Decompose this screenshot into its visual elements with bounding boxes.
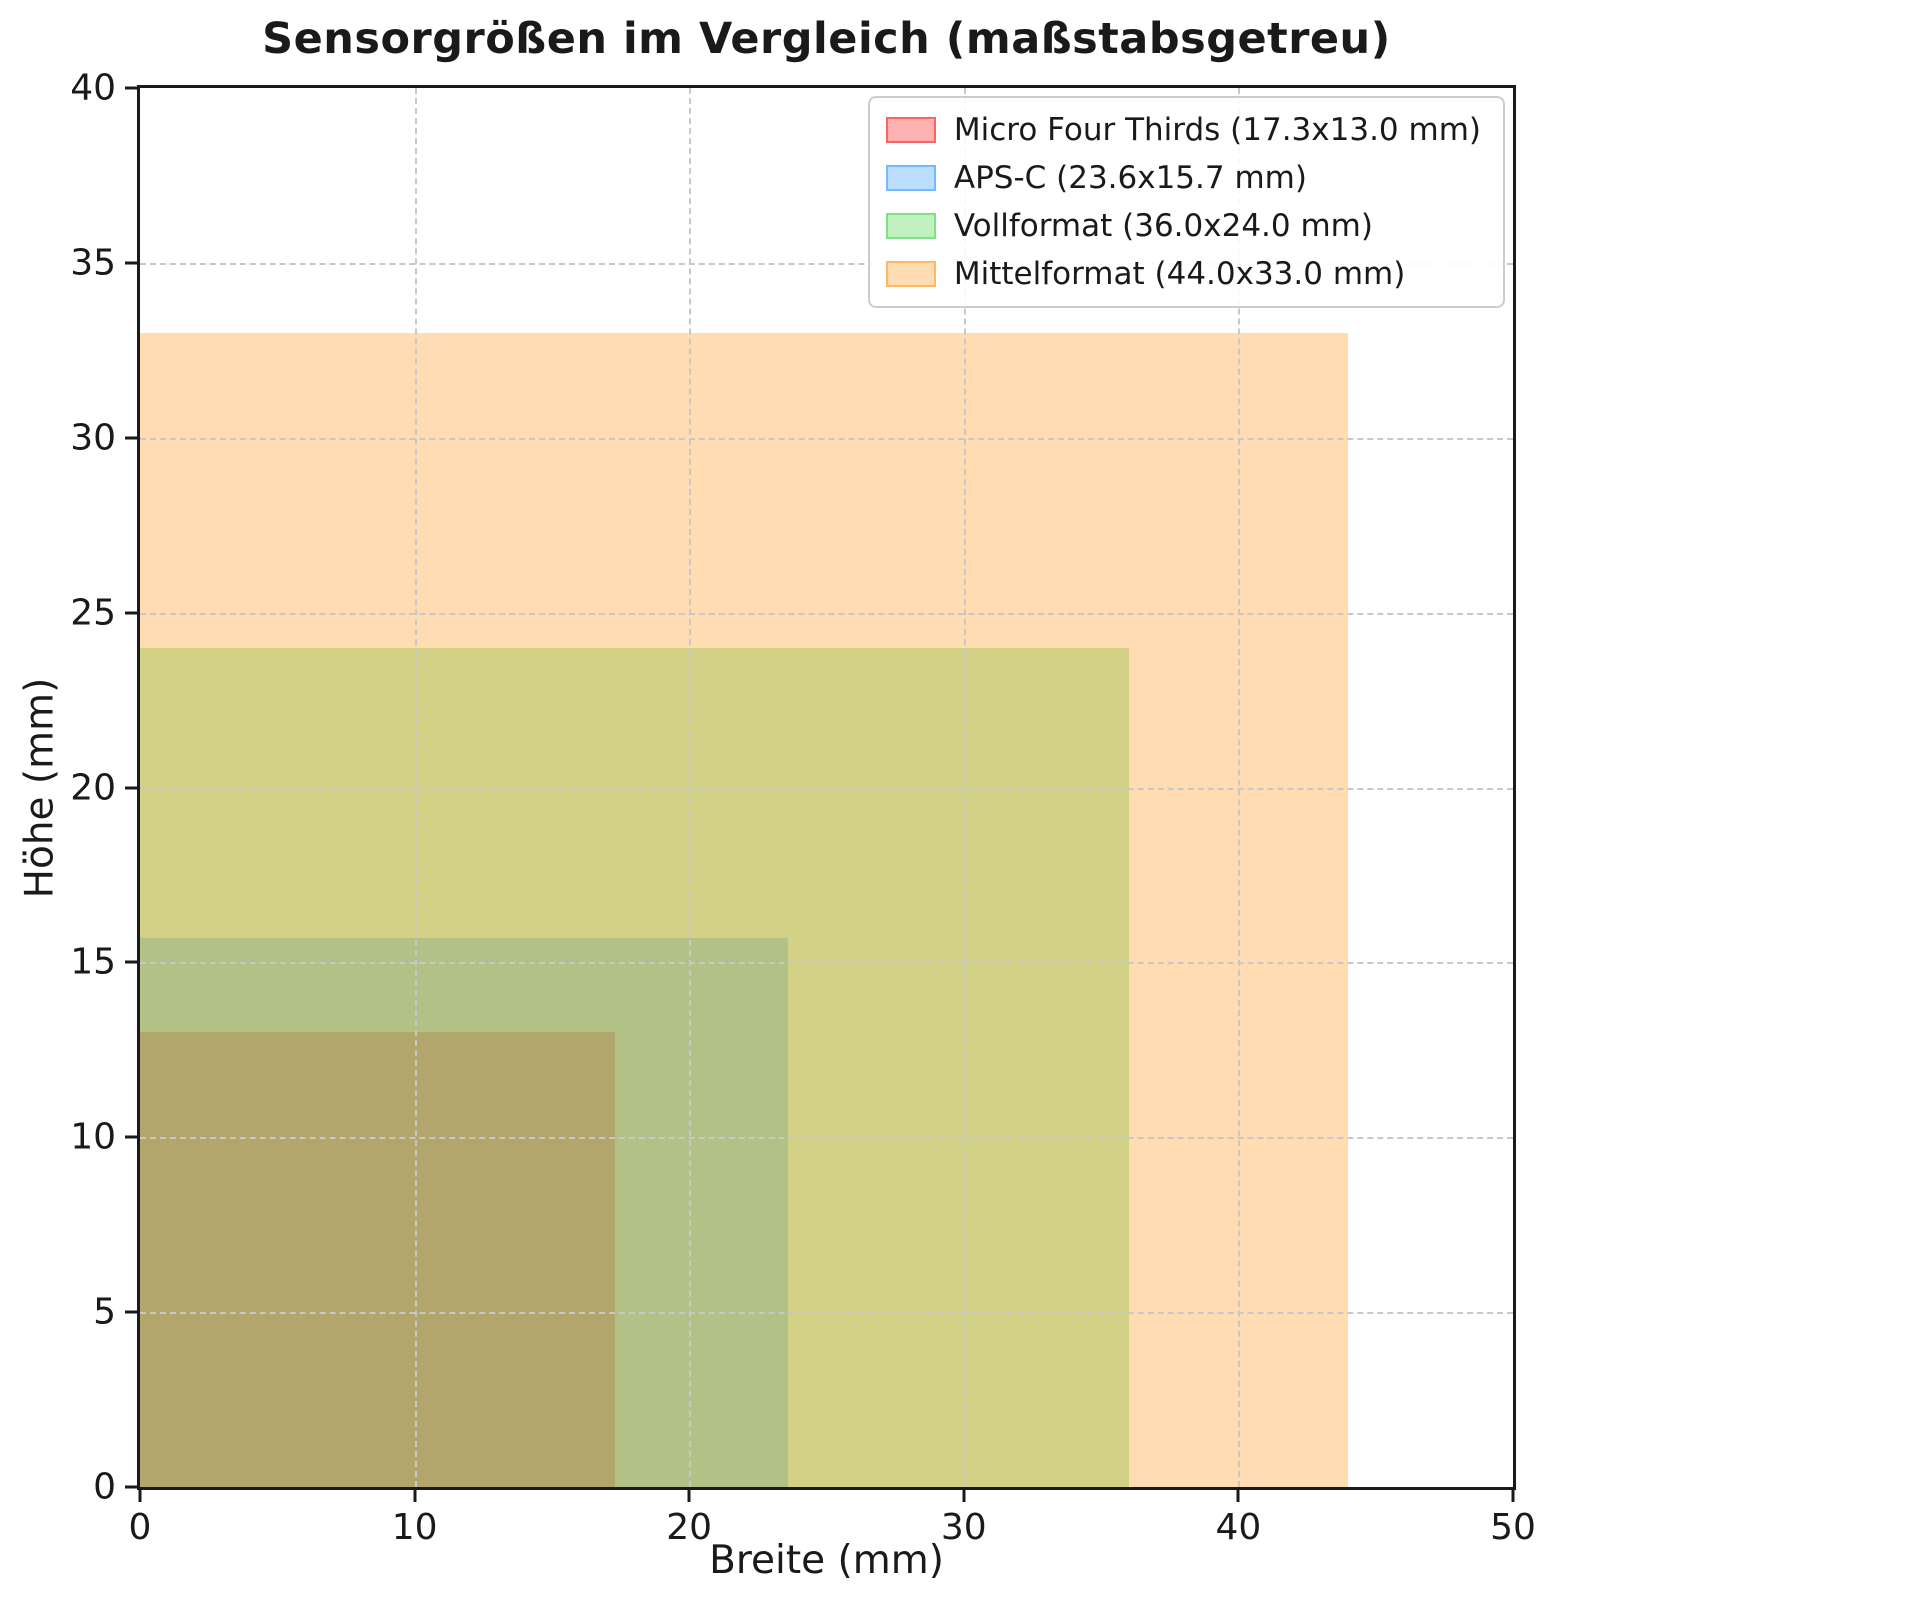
x-tick-mark [138, 1490, 142, 1502]
y-tick-mark [125, 261, 137, 265]
legend-item-aps-c: APS-C (23.6x15.7 mm) [885, 160, 1481, 196]
y-tick-label: 15 [70, 941, 116, 983]
x-tick-mark [687, 1490, 691, 1502]
y-tick-label: 35 [70, 242, 116, 284]
sensor-rect-micro-four-thirds [140, 1032, 616, 1487]
x-tick-mark [1236, 1490, 1240, 1502]
legend-swatch-mittelformat [885, 261, 936, 287]
y-tick-mark [125, 1310, 137, 1314]
x-tick-mark [962, 1490, 966, 1502]
sensor-rect-aps-c [140, 937, 789, 1487]
y-tick-mark [125, 611, 137, 615]
y-tick-label: 25 [70, 592, 116, 634]
gridline-horizontal [140, 1137, 1513, 1140]
legend-item-vollformat: Vollformat (36.0x24.0 mm) [885, 208, 1481, 244]
y-tick-mark [125, 1485, 137, 1489]
plot-area: Micro Four Thirds (17.3x13.0 mm) APS-C (2… [70, 68, 1536, 1549]
gridline-horizontal [140, 262, 1513, 265]
gridline-horizontal [140, 612, 1513, 615]
y-tick-label: 40 [70, 67, 116, 109]
legend: Micro Four Thirds (17.3x13.0 mm) APS-C (2… [867, 96, 1505, 308]
gridline-horizontal [140, 1312, 1513, 1315]
y-tick-mark [125, 436, 137, 440]
x-tick-label: 50 [1490, 1507, 1536, 1548]
y-tick-mark [125, 786, 137, 789]
gridline-horizontal [140, 787, 1513, 790]
sensor-rect-vollformat [140, 647, 1129, 1487]
x-tick-label: 20 [666, 1507, 713, 1548]
y-tick-mark [125, 960, 137, 964]
x-tick-mark [413, 1490, 417, 1502]
x-tick-mark [1511, 1490, 1515, 1502]
gridline-horizontal [140, 962, 1513, 965]
legend-swatch-aps-c [885, 165, 936, 191]
x-tick-label: 30 [940, 1507, 987, 1548]
x-tick-label: 0 [128, 1507, 152, 1548]
legend-swatch-vollformat [885, 213, 936, 239]
y-tick-mark [125, 86, 137, 90]
y-tick-label: 20 [70, 767, 116, 808]
y-axis-label: Höhe (mm) [17, 677, 63, 899]
x-tick-label: 40 [1215, 1507, 1262, 1548]
x-axis-label: Breite (mm) [709, 1538, 944, 1583]
legend-item-mittelformat: Mittelformat (44.0x33.0 mm) [885, 256, 1481, 292]
legend-label-micro-four-thirds: Micro Four Thirds (17.3x13.0 mm) [953, 112, 1481, 148]
legend-item-micro-four-thirds: Micro Four Thirds (17.3x13.0 mm) [885, 112, 1481, 148]
sensor-rect-mittelformat [140, 332, 1349, 1487]
legend-label-vollformat: Vollformat (36.0x24.0 mm) [953, 208, 1373, 244]
gridline-horizontal [140, 437, 1513, 440]
y-tick-label: 30 [70, 417, 116, 459]
chart-title: Sensorgrößen im Vergleich (maßstabsgetre… [262, 14, 1391, 64]
y-tick-label: 0 [93, 1466, 116, 1508]
y-tick-label: 10 [70, 1116, 116, 1158]
legend-label-aps-c: APS-C (23.6x15.7 mm) [953, 160, 1307, 196]
y-tick-label: 5 [93, 1291, 116, 1333]
y-tick-mark [125, 1135, 137, 1139]
x-tick-label: 10 [391, 1507, 438, 1548]
legend-label-mittelformat: Mittelformat (44.0x33.0 mm) [953, 256, 1406, 292]
legend-swatch-micro-four-thirds [885, 117, 936, 143]
